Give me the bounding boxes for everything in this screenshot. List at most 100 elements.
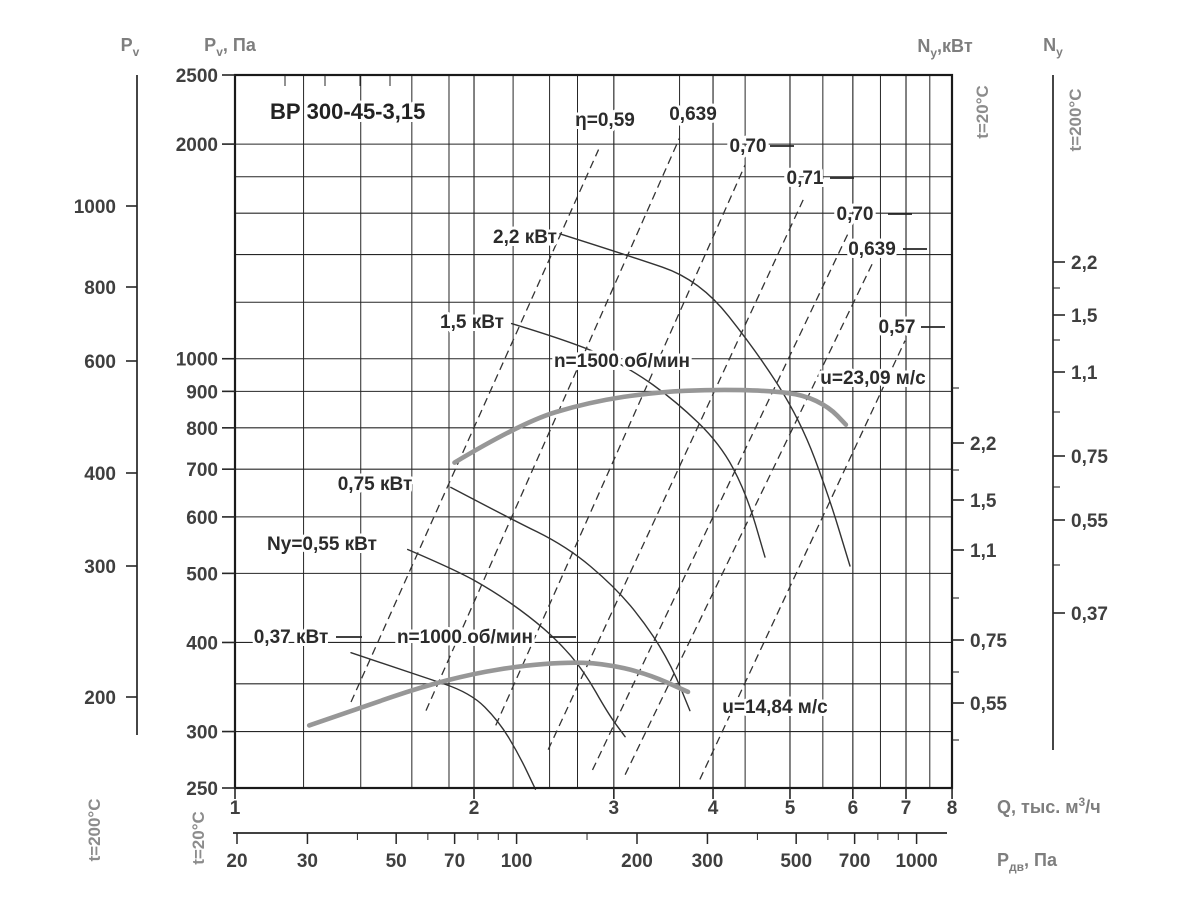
axes: 2500200010009008007006005004003002501000… bbox=[74, 66, 1109, 872]
axis-header-pdv: Pдв, Па bbox=[997, 850, 1058, 874]
tick-label: 300 bbox=[186, 723, 218, 744]
temperature-labels: t=200°C t=20°C t=20°C t=200°C bbox=[85, 85, 1085, 865]
efficiency-line bbox=[350, 149, 600, 703]
curve-label: 0,639 bbox=[669, 104, 717, 125]
tick-label: 2,2 bbox=[1071, 253, 1097, 274]
tick-label: 8 bbox=[947, 798, 958, 819]
temperature-label: t=20°C bbox=[189, 811, 208, 865]
tick-label: 200 bbox=[621, 851, 653, 872]
curve-label: n=1000 об/мин bbox=[397, 627, 533, 648]
tick-label: 0,55 bbox=[970, 694, 1007, 715]
plot-border bbox=[233, 73, 954, 790]
curve-label: 0,70 bbox=[730, 136, 767, 157]
axis-header-n_right_outer: Nу bbox=[1043, 35, 1063, 59]
efficiency-line bbox=[699, 340, 906, 780]
tick-label: 50 bbox=[386, 851, 407, 872]
curve-label: 1,5 кВт bbox=[440, 312, 504, 333]
tick-label: 500 bbox=[780, 851, 812, 872]
tick-label: 5 bbox=[785, 798, 796, 819]
axis-header-q: Q, тыс. м3/ч bbox=[997, 795, 1101, 817]
tick-label: 0,75 bbox=[1071, 447, 1108, 468]
power-curve bbox=[557, 232, 851, 567]
tick-label: 3 bbox=[609, 798, 620, 819]
tick-label: 400 bbox=[84, 464, 116, 485]
tick-label: 600 bbox=[186, 508, 218, 529]
power-curve bbox=[510, 322, 766, 558]
tick-label: 300 bbox=[692, 851, 724, 872]
tick-label: 1000 bbox=[74, 197, 116, 218]
tick-label: 0,55 bbox=[1071, 511, 1108, 532]
efficiency-line bbox=[425, 137, 681, 711]
efficiency-line bbox=[624, 263, 873, 775]
tick-label: 800 bbox=[186, 419, 218, 440]
chart-render-root: 2500200010009008007006005004003002501000… bbox=[74, 35, 1109, 874]
tick-label: 20 bbox=[226, 851, 247, 872]
tick-label: 300 bbox=[84, 557, 116, 578]
tick-label: 100 bbox=[501, 851, 533, 872]
tick-label: 1000 bbox=[895, 851, 937, 872]
axis-header-p_left_outer: Pv bbox=[121, 35, 140, 59]
power-curve bbox=[407, 548, 626, 738]
tick-label: 4 bbox=[708, 798, 719, 819]
curve-label: n=1500 об/мин bbox=[554, 351, 690, 372]
tick-label: 700 bbox=[186, 460, 218, 481]
efficiency-line bbox=[495, 164, 746, 726]
tick-label: 1000 bbox=[176, 350, 218, 371]
tick-label: 6 bbox=[848, 798, 859, 819]
curve-label: 0,37 кВт bbox=[254, 627, 329, 648]
tick-label: 0,75 bbox=[970, 631, 1007, 652]
efficiency-line bbox=[547, 195, 806, 750]
annotations: 2,2 кВт 1,5 кВт 0,75 кВт Nу=0,55 кВт 0,37 кВ… bbox=[251, 101, 929, 721]
label-leaders bbox=[336, 145, 945, 638]
curve-label: 0,71 bbox=[787, 168, 824, 189]
tick-label: 1,5 bbox=[970, 491, 997, 512]
tick-label: 0,37 bbox=[1071, 604, 1108, 625]
efficiency-lines bbox=[350, 137, 906, 780]
tick-label: 1 bbox=[230, 798, 241, 819]
tick-label: 500 bbox=[186, 564, 218, 585]
tick-label: 1,5 bbox=[1071, 306, 1098, 327]
tick-label: 250 bbox=[186, 779, 218, 800]
power-curve bbox=[450, 486, 691, 712]
power-curves bbox=[350, 232, 851, 790]
performance-curve bbox=[452, 387, 849, 465]
tick-label: 900 bbox=[186, 382, 218, 403]
curve-label: 0,639 bbox=[848, 239, 896, 260]
temperature-label: t=200°C bbox=[85, 798, 104, 861]
performance-curve bbox=[306, 660, 691, 728]
power-curve bbox=[350, 652, 537, 790]
curve-label: 0,57 bbox=[879, 317, 916, 338]
tick-label: 700 bbox=[839, 851, 871, 872]
tick-label: 400 bbox=[186, 633, 218, 654]
curve-label: u=23,09 м/с bbox=[820, 368, 926, 389]
curve-label: 0,70 bbox=[837, 204, 874, 225]
axis-headers: Pv Pv, Па Nу,кВт Nу Q, тыс. м3/ч Pдв, Па bbox=[121, 35, 1101, 874]
tick-label: 1,1 bbox=[970, 541, 997, 562]
temperature-label: t=20°C bbox=[973, 85, 992, 139]
curve-label: u=14,84 м/с bbox=[722, 697, 828, 718]
tick-label: 1,1 bbox=[1071, 363, 1098, 384]
axis-header-p_left_inner: Pv, Па bbox=[204, 35, 257, 59]
tick-label: 2 bbox=[469, 798, 480, 819]
curve-label: 0,75 кВт bbox=[338, 474, 413, 495]
chart-title: ВР 300-45-3,15 bbox=[270, 99, 425, 124]
performance-curves bbox=[306, 387, 849, 728]
curve-label: 2,2 кВт bbox=[493, 227, 557, 248]
tick-label: 2500 bbox=[176, 66, 218, 87]
tick-label: 2,2 bbox=[970, 434, 996, 455]
temperature-label: t=200°C bbox=[1066, 88, 1085, 151]
tick-label: 600 bbox=[84, 352, 116, 373]
curve-label: η=0,59 bbox=[575, 110, 635, 131]
tick-label: 7 bbox=[901, 798, 912, 819]
tick-label: 2000 bbox=[176, 135, 218, 156]
curve-label: Nу=0,55 кВт bbox=[267, 534, 377, 555]
axis-header-n_right_inner: Nу,кВт bbox=[917, 36, 972, 60]
grid bbox=[235, 75, 952, 788]
efficiency-line bbox=[591, 232, 849, 771]
tick-label: 30 bbox=[297, 851, 318, 872]
tick-label: 200 bbox=[84, 688, 116, 709]
tick-label: 70 bbox=[444, 851, 465, 872]
tick-label: 800 bbox=[84, 278, 116, 299]
